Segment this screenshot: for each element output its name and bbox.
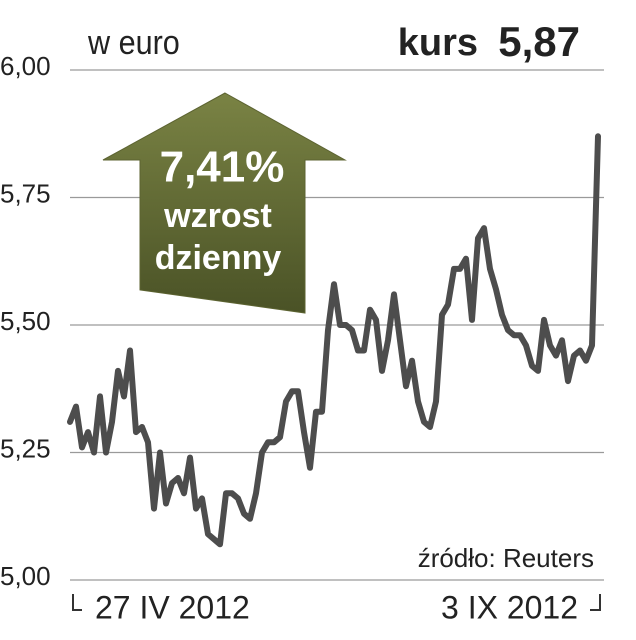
arrow-text: wzrost	[163, 197, 272, 235]
plot: 5,00 5,25 5,50 5,75 6,00	[0, 51, 604, 591]
unit-label: w euro	[87, 24, 180, 62]
arrow-annotation: 7,41% wzrost dzienny	[102, 92, 347, 314]
y-tick-label: 5,75	[0, 178, 51, 208]
arrow-value: 7,41%	[160, 143, 285, 192]
source: źródło: Reuters	[418, 543, 594, 573]
y-tick-label: 5,50	[0, 306, 51, 336]
axis-bracket	[72, 594, 601, 611]
price-line	[67, 133, 601, 548]
price-value: 5,87	[498, 18, 580, 65]
y-tick-label: 5,25	[0, 433, 51, 463]
arrow-text: dzienny	[155, 239, 282, 277]
y-tick-label: 6,00	[0, 51, 51, 81]
x-tick-label: 3 IX 2012	[441, 589, 578, 625]
arrow	[102, 92, 347, 314]
price-label: kurs	[398, 22, 478, 64]
x-tick-label: 27 IV 2012	[95, 589, 250, 625]
y-tick-label: 5,00	[0, 561, 51, 591]
